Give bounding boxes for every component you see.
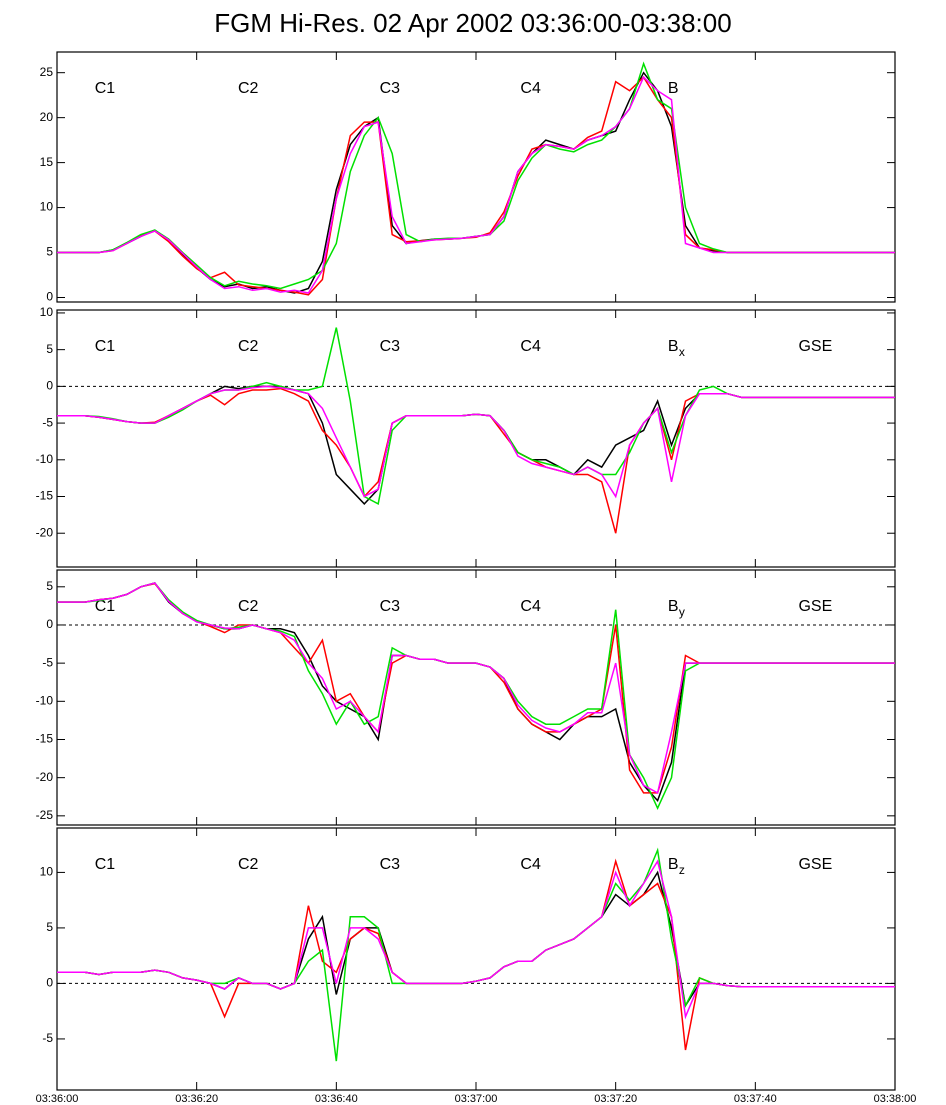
x-tick-label: 03:38:00 (874, 1093, 917, 1105)
y-tick-label: 10 (40, 200, 54, 214)
legend-entry: C3 (380, 80, 401, 97)
legend-entry: C1 (95, 338, 116, 355)
component-label: B (668, 80, 679, 97)
legend-entry: C2 (238, 856, 259, 873)
y-tick-label: 0 (46, 617, 53, 631)
frame-label: GSE (798, 856, 832, 873)
legend-entry: C4 (520, 856, 541, 873)
plot-frame (56, 51, 896, 303)
legend-entry: C2 (238, 338, 259, 355)
y-tick-label: 10 (40, 865, 54, 879)
series-line (57, 859, 895, 1020)
series-line (57, 858, 895, 1051)
component-subscript: y (679, 605, 685, 619)
series-line (57, 75, 895, 294)
legend-entry: C2 (238, 80, 259, 97)
component-subscript: z (679, 863, 685, 877)
x-tick-label: 03:36:40 (315, 1093, 358, 1105)
plot-frame (56, 309, 896, 568)
y-tick-label: -10 (36, 693, 54, 707)
x-tick-label: 03:37:20 (594, 1093, 637, 1105)
component-label: B (668, 338, 679, 355)
frame-label: GSE (798, 598, 832, 615)
component-subscript: x (679, 345, 685, 359)
y-tick-label: 20 (40, 110, 54, 124)
y-tick-label: -10 (36, 452, 54, 466)
y-tick-label: -15 (36, 732, 54, 746)
y-tick-label: -5 (42, 655, 53, 669)
y-tick-label: 10 (40, 305, 54, 319)
legend-entry: C4 (520, 80, 541, 97)
series-line (57, 385, 895, 499)
series-line (57, 870, 895, 1008)
y-tick-label: -20 (36, 525, 54, 539)
series-line (57, 582, 895, 795)
y-tick-label: 5 (46, 579, 53, 593)
series-line (57, 847, 895, 1062)
plot-frame (56, 827, 896, 1091)
x-tick-label: 03:36:20 (175, 1093, 218, 1105)
y-tick-label: 25 (40, 65, 54, 79)
y-tick-label: 0 (46, 976, 53, 990)
series-line (57, 327, 895, 506)
series-line (57, 582, 895, 803)
legend-entry: C4 (520, 338, 541, 355)
x-tick-label: 03:36:00 (36, 1093, 79, 1105)
legend-entry: C3 (380, 338, 401, 355)
series-line (57, 76, 895, 296)
legend-entry: C1 (95, 80, 116, 97)
legend-entry: C3 (380, 598, 401, 615)
legend-entry: C2 (238, 598, 259, 615)
y-tick-label: -20 (36, 770, 54, 784)
series-line (57, 582, 895, 794)
y-tick-label: 15 (40, 155, 54, 169)
series-line (57, 71, 895, 294)
plot-frame (56, 569, 896, 826)
component-label: B (668, 856, 679, 873)
component-label: B (668, 598, 679, 615)
y-tick-label: -5 (42, 415, 53, 429)
legend-entry: C1 (95, 856, 116, 873)
y-tick-label: 5 (46, 342, 53, 356)
legend-entry: C4 (520, 598, 541, 615)
legend-entry: C3 (380, 856, 401, 873)
y-tick-label: 0 (46, 379, 53, 393)
y-tick-label: 5 (46, 245, 53, 259)
y-tick-label: -25 (36, 808, 54, 822)
y-tick-label: -5 (42, 1031, 53, 1045)
x-tick-label: 03:37:40 (734, 1093, 777, 1105)
series-line (57, 582, 895, 811)
y-tick-label: 0 (46, 290, 53, 304)
y-tick-label: 5 (46, 920, 53, 934)
y-tick-label: -15 (36, 489, 54, 503)
figure-title: FGM Hi-Res. 02 Apr 2002 03:36:00-03:38:0… (214, 8, 731, 38)
frame-label: GSE (798, 338, 832, 355)
series-line (57, 385, 895, 505)
x-tick-label: 03:37:00 (455, 1093, 498, 1105)
legend-entry: C1 (95, 598, 116, 615)
